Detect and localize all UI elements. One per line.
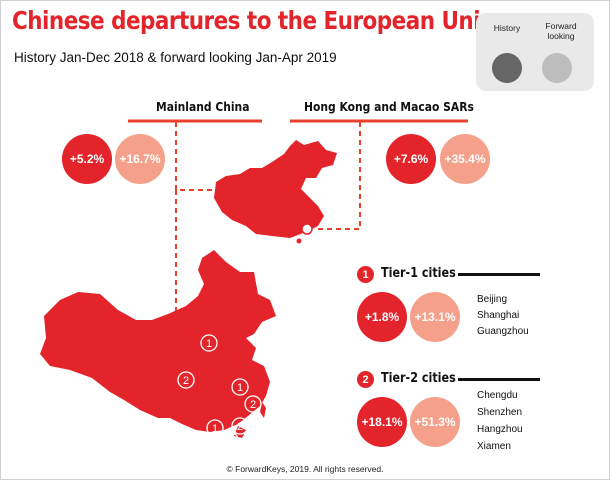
hk-macao-connector	[318, 122, 361, 230]
marker-guangzhou	[206, 419, 224, 437]
marker-chengdu	[177, 371, 195, 389]
marker-shenzhen	[221, 431, 239, 449]
hk-marker-icon	[301, 223, 313, 235]
legend-history-label: History	[493, 23, 521, 33]
tier-1-city: Shanghai	[477, 310, 520, 321]
marker-hangzhou-label: 2	[250, 399, 256, 411]
tier-1-forward-bubble: +13.1%	[410, 292, 460, 342]
legend-forward-swatch	[542, 53, 572, 83]
marker-shanghai-label: 1	[237, 382, 243, 394]
mainland-forward-bubble: +16.7%	[115, 134, 165, 184]
marker-xiamen-label: 2	[237, 421, 243, 433]
mainland-history-bubble: +5.2%	[62, 134, 112, 184]
hk-macao-history-bubble: +7.6%	[386, 134, 436, 184]
tier-2-city: Hangzhou	[477, 424, 523, 435]
tier-1-heading: Tier-1 cities	[381, 266, 456, 281]
tier-2-city: Chengdu	[477, 390, 518, 401]
marker-beijing-label: 1	[206, 338, 212, 350]
copyright-notice: © ForwardKeys, 2019. All rights reserved…	[226, 464, 384, 474]
small-china-map	[214, 140, 337, 238]
tier-2-heading: Tier-2 cities	[381, 371, 456, 386]
tier-2-city: Xiamen	[477, 441, 511, 452]
tier-1-city: Beijing	[477, 294, 508, 305]
tier-1-city: Guangzhou	[477, 326, 529, 337]
tier-2-forward-bubble: +51.3%	[410, 397, 460, 447]
tier-2-history-bubble: +18.1%	[357, 397, 407, 447]
tier-2-city: Shenzhen	[477, 407, 523, 418]
legend: History Forward looking	[476, 13, 594, 91]
taiwan-island-icon	[260, 402, 266, 418]
marker-shanghai	[231, 378, 249, 396]
hk-macao-forward-bubble: +35.4%	[440, 134, 490, 184]
tier-1-history-bubble: +1.8%	[357, 292, 407, 342]
hainan-small-icon	[296, 238, 302, 244]
marker-shenzhen-label: 2	[227, 435, 233, 447]
marker-xiamen	[231, 417, 249, 435]
mainland-china-label: Mainland China	[156, 99, 250, 114]
legend-history-swatch	[492, 53, 522, 83]
marker-beijing	[200, 334, 218, 352]
chart-title: Chinese departures to the European Union	[12, 6, 510, 35]
large-china-map	[40, 250, 276, 432]
marker-chengdu-label: 2	[183, 375, 189, 387]
tier-1-number-badge: 1	[357, 266, 374, 283]
marker-guangzhou-label: 1	[212, 423, 218, 435]
legend-forward-label: Forward looking	[545, 21, 577, 41]
chart-subtitle: History Jan-Dec 2018 & forward looking J…	[14, 50, 337, 65]
tier-2-rule	[458, 378, 540, 381]
hk-macao-label: Hong Kong and Macao SARs	[304, 99, 474, 114]
tier-2-number-badge: 2	[357, 371, 374, 388]
tier-1-rule	[458, 273, 540, 276]
marker-hangzhou	[244, 395, 262, 413]
